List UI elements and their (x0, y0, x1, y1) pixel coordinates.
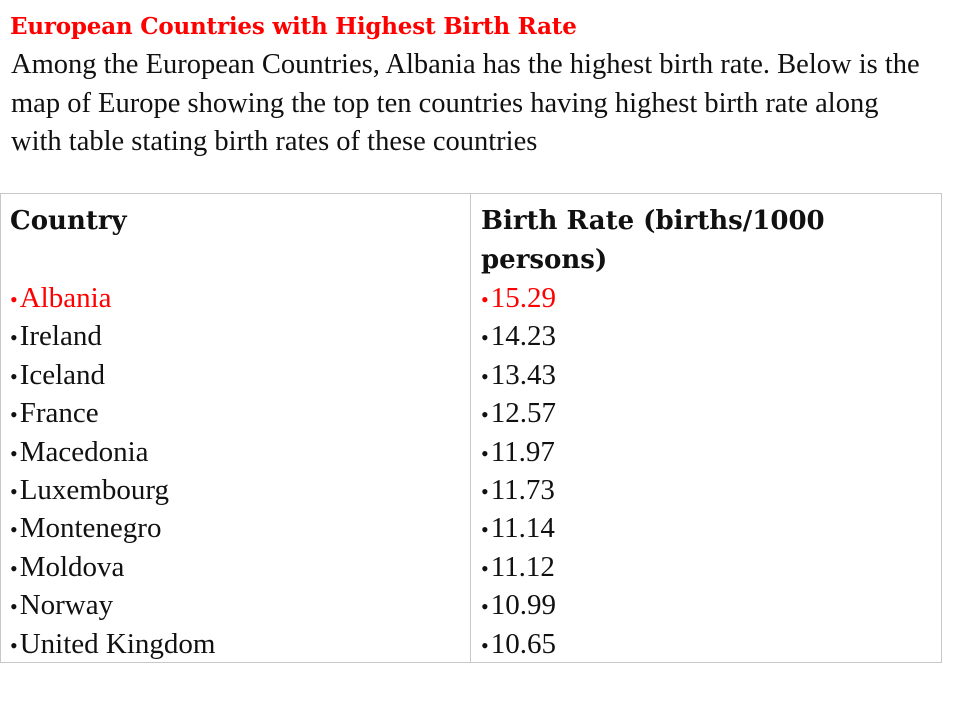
bullet-icon: • (481, 594, 489, 620)
rate-cell-text: 10.99 (490, 589, 556, 622)
rate-cell: •11.14 (481, 509, 941, 547)
rate-cell-text: 13.43 (490, 358, 556, 391)
bullet-icon: • (481, 632, 489, 658)
country-cell: •Macedonia (10, 433, 470, 471)
country-cell-text: France (19, 397, 99, 430)
bullet-icon: • (481, 287, 489, 312)
bullet-icon: • (10, 363, 18, 389)
bullet-icon: • (481, 440, 489, 466)
rate-list: •15.29 •14.23 •13.43 •12.57 •11.97 •11.73 •11.… (481, 279, 941, 663)
rate-cell: •14.23 (481, 317, 941, 355)
rate-column-header: Birth Rate (births/1000 persons) (481, 206, 825, 275)
country-cell: •Moldova (10, 548, 470, 586)
birth-rate-table: Country •Albania •Ireland •Iceland •France •… (0, 193, 942, 663)
rate-cell: •12.57 (481, 394, 941, 432)
bullet-icon: • (10, 632, 18, 658)
country-cell: •Albania (10, 279, 470, 317)
bullet-icon: • (10, 402, 18, 428)
country-cell: •Norway (10, 586, 470, 624)
rate-cell: •11.12 (481, 548, 941, 586)
country-cell-text: Luxembourg (19, 473, 169, 506)
country-column-header: Country (10, 206, 127, 236)
bullet-icon: • (10, 478, 18, 504)
rate-cell-text: 12.57 (490, 397, 556, 430)
country-cell: •France (10, 394, 470, 432)
rate-cell-text: 11.97 (490, 435, 555, 468)
country-cell-text: Macedonia (19, 435, 149, 468)
bullet-icon: • (10, 287, 18, 312)
bullet-icon: • (481, 478, 489, 504)
rate-cell-text: 15.29 (490, 282, 556, 314)
bullet-icon: • (10, 517, 18, 543)
bullet-icon: • (10, 440, 18, 466)
country-cell: •Ireland (10, 317, 470, 355)
country-column: Country •Albania •Ireland •Iceland •France •… (1, 194, 471, 662)
bullet-icon: • (481, 402, 489, 428)
country-cell-text: Montenegro (19, 512, 162, 545)
page-title: European Countries with Highest Birth Ra… (10, 13, 577, 40)
rate-cell: •15.29 (481, 279, 941, 317)
rate-cell: •11.97 (481, 433, 941, 471)
country-cell-text: Iceland (19, 358, 106, 391)
country-cell: •Iceland (10, 356, 470, 394)
rate-cell: •10.65 (481, 625, 941, 663)
bullet-icon: • (10, 325, 18, 351)
rate-cell: •11.73 (481, 471, 941, 509)
rate-cell-text: 11.73 (490, 473, 555, 506)
rate-cell: •10.99 (481, 586, 941, 624)
country-cell: •Montenegro (10, 509, 470, 547)
rate-cell-text: 11.12 (490, 550, 555, 583)
bullet-icon: • (481, 555, 489, 581)
country-cell-text: Ireland (19, 320, 102, 353)
rate-cell-text: 14.23 (490, 320, 556, 353)
country-cell-text: United Kingdom (19, 627, 216, 660)
country-list: •Albania •Ireland •Iceland •France •Macedoni… (10, 279, 470, 663)
country-cell-text: Moldova (19, 550, 125, 583)
rate-column: Birth Rate (births/1000 persons) •15.29 •… (471, 194, 941, 662)
country-cell: •United Kingdom (10, 625, 470, 663)
rate-cell-text: 10.65 (490, 627, 556, 660)
intro-paragraph: Among the European Countries, Albania ha… (11, 49, 920, 157)
bullet-icon: • (481, 517, 489, 543)
bullet-icon: • (10, 594, 18, 620)
rate-cell-text: 11.14 (490, 512, 555, 545)
bullet-icon: • (481, 363, 489, 389)
rate-cell: •13.43 (481, 356, 941, 394)
country-cell-text: Albania (19, 282, 112, 314)
bullet-icon: • (10, 555, 18, 581)
country-cell-text: Norway (19, 589, 114, 622)
country-cell: •Luxembourg (10, 471, 470, 509)
bullet-icon: • (481, 325, 489, 351)
